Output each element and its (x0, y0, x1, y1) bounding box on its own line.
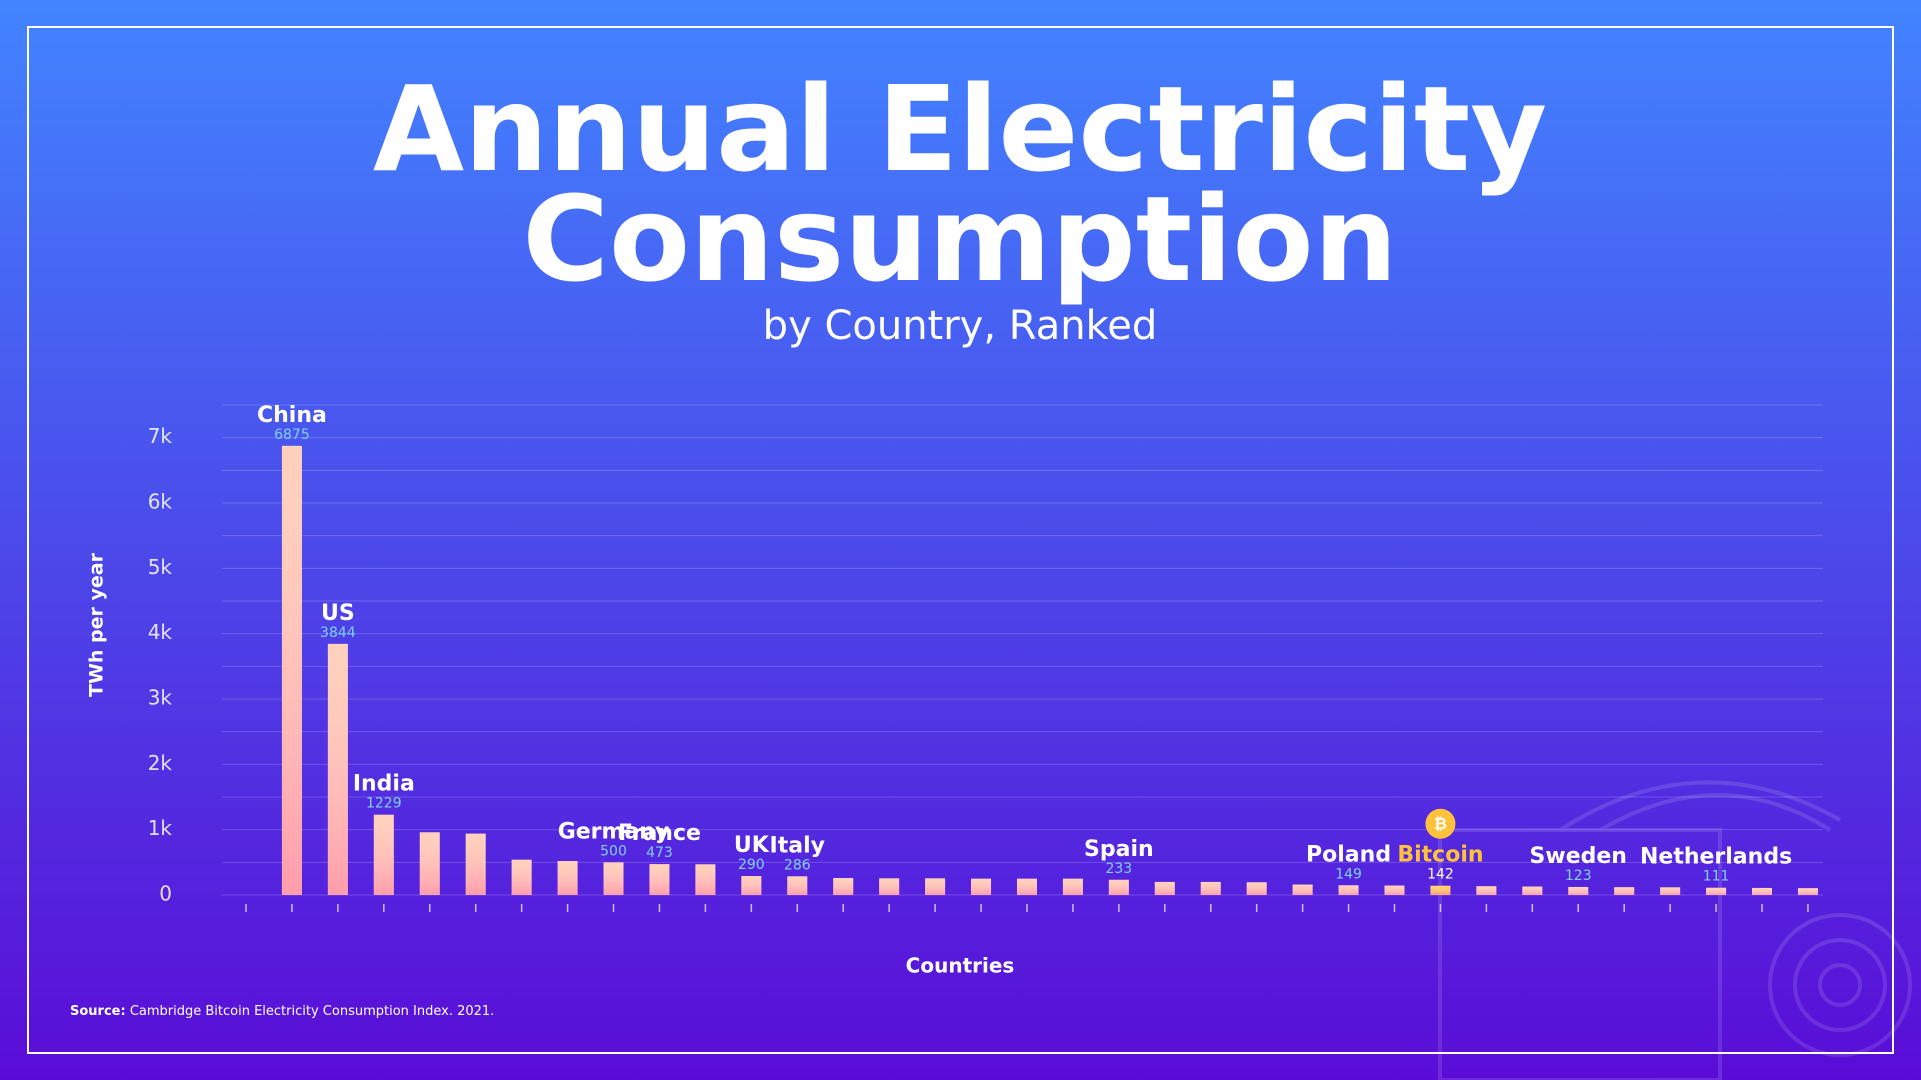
value-label: 123 (1565, 868, 1592, 884)
bar-shade (465, 833, 486, 895)
bar-shade (925, 878, 946, 895)
category-label: China (257, 403, 327, 428)
bar-shade (557, 861, 578, 895)
value-label: 500 (600, 843, 627, 859)
bar-shade (879, 878, 900, 895)
y-tick-label: 7k (148, 424, 173, 448)
bar-shade (695, 864, 716, 895)
bar-shade (1292, 884, 1313, 895)
x-axis-label: Countries (906, 954, 1015, 978)
bar-shade (1476, 886, 1497, 895)
value-label: 149 (1335, 866, 1362, 882)
bar-shade (1384, 885, 1405, 895)
bar-shade (603, 862, 624, 895)
y-tick-label: 2k (148, 751, 173, 775)
bar-shade (419, 832, 440, 895)
bar-shade (1568, 886, 1589, 895)
bar-shade (1338, 885, 1359, 895)
category-label: UK (734, 833, 770, 858)
value-label: 290 (738, 857, 765, 873)
bar-shade (327, 643, 348, 895)
title-line: Annual Electricity (373, 60, 1547, 198)
value-label: 1229 (366, 796, 402, 812)
bar-shade (1614, 887, 1635, 895)
bar-shade (281, 445, 302, 895)
bar-shade (1246, 882, 1267, 895)
bar-shade (373, 814, 394, 895)
category-label: France (618, 821, 701, 846)
value-label: 142 (1427, 867, 1454, 883)
bar-shade (1016, 878, 1037, 895)
bar-shade (1108, 879, 1129, 895)
category-label: US (321, 601, 355, 626)
value-label: 111 (1703, 869, 1730, 885)
category-label: Netherlands (1640, 845, 1792, 870)
frame (27, 26, 1894, 1054)
subtitle: by Country, Ranked (763, 303, 1158, 349)
bar-shade (1430, 885, 1451, 895)
value-label: 233 (1105, 861, 1132, 877)
y-axis-label: TWh per year (86, 552, 108, 697)
value-label: 3844 (320, 625, 356, 641)
bar-shade (1660, 887, 1681, 895)
y-tick-label: 0 (159, 882, 172, 906)
y-tick-label: 4k (148, 620, 173, 644)
category-label: Germany (558, 819, 670, 844)
bar-shade (1200, 881, 1221, 895)
y-tick-label: 5k (148, 555, 173, 579)
category-label: Italy (770, 833, 825, 858)
bar-shade (511, 859, 532, 895)
value-label: 473 (646, 845, 673, 861)
category-label: Bitcoin (1397, 843, 1483, 868)
category-label: Poland (1306, 842, 1391, 867)
bar-shade (741, 876, 762, 895)
decoration (1438, 780, 1912, 1080)
category-label: Spain (1084, 837, 1154, 862)
bar-shade (649, 864, 670, 895)
highlight-icon (1425, 808, 1456, 839)
category-label: India (353, 772, 415, 797)
bar-shade (971, 878, 992, 895)
y-tick-label: 6k (148, 490, 173, 514)
source-label: Source: (70, 1004, 126, 1019)
bar-shade (1522, 886, 1543, 895)
y-tick-label: 1k (148, 816, 173, 840)
highlight-icon-glyph: ₿ (1434, 814, 1447, 833)
bar-shade (1752, 887, 1773, 895)
value-label: 6875 (274, 427, 310, 443)
bar-shade (787, 876, 808, 895)
y-tick-label: 3k (148, 686, 173, 710)
title-line: Consumption (522, 170, 1397, 308)
source: Source: Cambridge Bitcoin Electricity Co… (70, 1004, 494, 1019)
bar-shade (1797, 888, 1818, 895)
category-label: Sweden (1530, 844, 1627, 869)
bar-shade (833, 878, 854, 895)
value-label: 286 (784, 857, 811, 873)
bar-shade (1062, 878, 1083, 895)
source-text: Cambridge Bitcoin Electricity Consumptio… (130, 1004, 494, 1019)
bar-shade (1706, 887, 1727, 895)
bar-shade (1154, 881, 1175, 895)
